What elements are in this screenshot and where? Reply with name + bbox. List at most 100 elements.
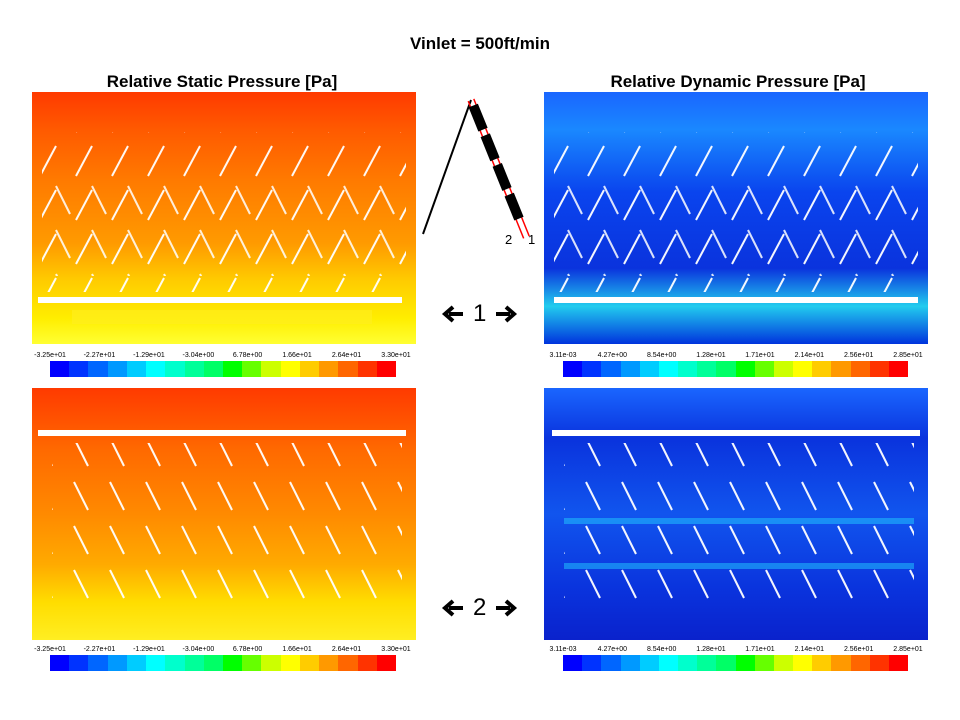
static-tick: 2.64e+01	[331, 352, 362, 359]
colorbar-swatch	[620, 361, 640, 377]
arrow-right-icon	[496, 599, 518, 617]
colorbar-swatch	[203, 361, 223, 377]
static-tick: -3.04e+00	[182, 352, 215, 359]
static-tick: -2.27e+01	[83, 352, 116, 359]
static-tick: 1.66e+01	[282, 352, 312, 359]
colorbar-swatch	[850, 655, 870, 671]
dynamic-tick: 1.71e+01	[745, 646, 775, 653]
colorbar-swatch	[222, 655, 243, 671]
colorbar-swatch	[582, 655, 602, 671]
dynamic-tick: 1.71e+01	[745, 352, 775, 359]
colorbar-swatch	[773, 361, 794, 377]
dynamic-tick: 2.56e+01	[843, 352, 874, 359]
dynamic-colorbar-2	[563, 655, 909, 671]
static-tick: 3.30e+01	[381, 352, 411, 359]
dynamic-pressure-contour-case-2	[544, 388, 928, 640]
colorbar-swatch	[888, 655, 909, 671]
dynamic-pressure-title: Relative Dynamic Pressure [Pa]	[610, 72, 866, 91]
colorbar-swatch	[107, 361, 127, 377]
colorbar-swatch	[888, 361, 909, 377]
dynamic-tick: 1.28e+01	[696, 646, 726, 653]
dynamic-legend-ticks-1: 3.11e-03 4.27e+00 8.54e+00 1.28e+01 1.71…	[549, 352, 922, 362]
static-tick: 3.30e+01	[381, 646, 411, 653]
dynamic-colorbar-1	[563, 361, 909, 377]
colorbar-swatch	[338, 655, 358, 671]
dynamic-tick: 1.28e+01	[696, 352, 726, 359]
colorbar-swatch	[831, 361, 851, 377]
dynamic-tick: 4.27e+00	[597, 352, 628, 359]
arrow-left-icon	[441, 599, 463, 617]
arrow-right-icon	[496, 305, 518, 323]
static-pressure-title: Relative Static Pressure [Pa]	[106, 72, 338, 91]
colorbar-swatch	[319, 361, 339, 377]
colorbar-swatch	[601, 655, 621, 671]
colorbar-swatch	[222, 361, 243, 377]
colorbar-swatch	[620, 655, 640, 671]
static-tick: -1.29e+01	[133, 352, 165, 359]
static-colorbar-2	[50, 655, 396, 671]
colorbar-swatch	[165, 361, 185, 377]
colorbar-swatch	[146, 655, 166, 671]
colorbar-swatch	[831, 655, 851, 671]
colorbar-swatch	[658, 655, 679, 671]
colorbar-swatch	[601, 361, 621, 377]
colorbar-swatch	[754, 655, 774, 671]
static-pressure-contour-case-1	[32, 92, 416, 344]
colorbar-swatch	[754, 361, 774, 377]
colorbar-swatch	[126, 361, 147, 377]
case-1-indicator: 1	[441, 300, 518, 328]
colorbar-swatch	[773, 655, 794, 671]
dynamic-tick: 2.14e+01	[794, 646, 825, 653]
louver-stack	[467, 98, 530, 239]
colorbar-swatch	[242, 655, 262, 671]
dynamic-tick: 4.27e+00	[597, 646, 628, 653]
colorbar-swatch	[88, 655, 108, 671]
colorbar-swatch	[793, 655, 813, 671]
colorbar-swatch	[88, 361, 108, 377]
colorbar-swatch	[735, 361, 755, 377]
colorbar-swatch	[165, 655, 185, 671]
colorbar-swatch	[376, 361, 396, 377]
arrow-left-icon	[441, 305, 463, 323]
static-legend-ticks-2: -3.25e+01 -2.27e+01 -1.29e+01 -3.04e+00 …	[34, 646, 411, 656]
colorbar-swatch	[299, 361, 320, 377]
static-tick: -1.29e+01	[133, 646, 165, 653]
static-colorbar-1	[50, 361, 396, 377]
colorbar-swatch	[319, 655, 339, 671]
colorbar-swatch	[563, 655, 583, 671]
dynamic-tick: 2.85e+01	[893, 352, 923, 359]
case-2-indicator: 2	[441, 594, 518, 622]
colorbar-swatch	[280, 361, 300, 377]
static-tick: -3.04e+00	[182, 646, 215, 653]
colorbar-swatch	[716, 361, 736, 377]
static-tick: -3.25e+01	[34, 352, 66, 359]
colorbar-swatch	[812, 655, 832, 671]
colorbar-swatch	[69, 361, 89, 377]
colorbar-swatch	[697, 655, 717, 671]
colorbar-swatch	[793, 361, 813, 377]
colorbar-swatch	[563, 361, 583, 377]
static-pressure-contour-case-2	[32, 388, 416, 640]
reference-line	[422, 99, 472, 235]
colorbar-swatch	[735, 655, 755, 671]
colorbar-swatch	[146, 361, 166, 377]
colorbar-swatch	[850, 361, 870, 377]
colorbar-swatch	[50, 361, 70, 377]
colorbar-swatch	[280, 655, 300, 671]
case-2-label: 2	[473, 594, 487, 621]
colorbar-swatch	[242, 361, 262, 377]
dynamic-tick: 3.11e-03	[549, 352, 577, 359]
colorbar-swatch	[50, 655, 70, 671]
colorbar-swatch	[338, 361, 358, 377]
colorbar-swatch	[869, 361, 889, 377]
colorbar-swatch	[299, 655, 320, 671]
dynamic-pressure-contour-case-1	[544, 92, 928, 344]
dynamic-tick: 2.14e+01	[794, 352, 825, 359]
colorbar-swatch	[376, 655, 396, 671]
colorbar-swatch	[582, 361, 602, 377]
colorbar-swatch	[678, 655, 698, 671]
colorbar-swatch	[697, 361, 717, 377]
colorbar-swatch	[184, 361, 204, 377]
colorbar-swatch	[203, 655, 223, 671]
diagram-label-1: 1	[528, 232, 536, 247]
